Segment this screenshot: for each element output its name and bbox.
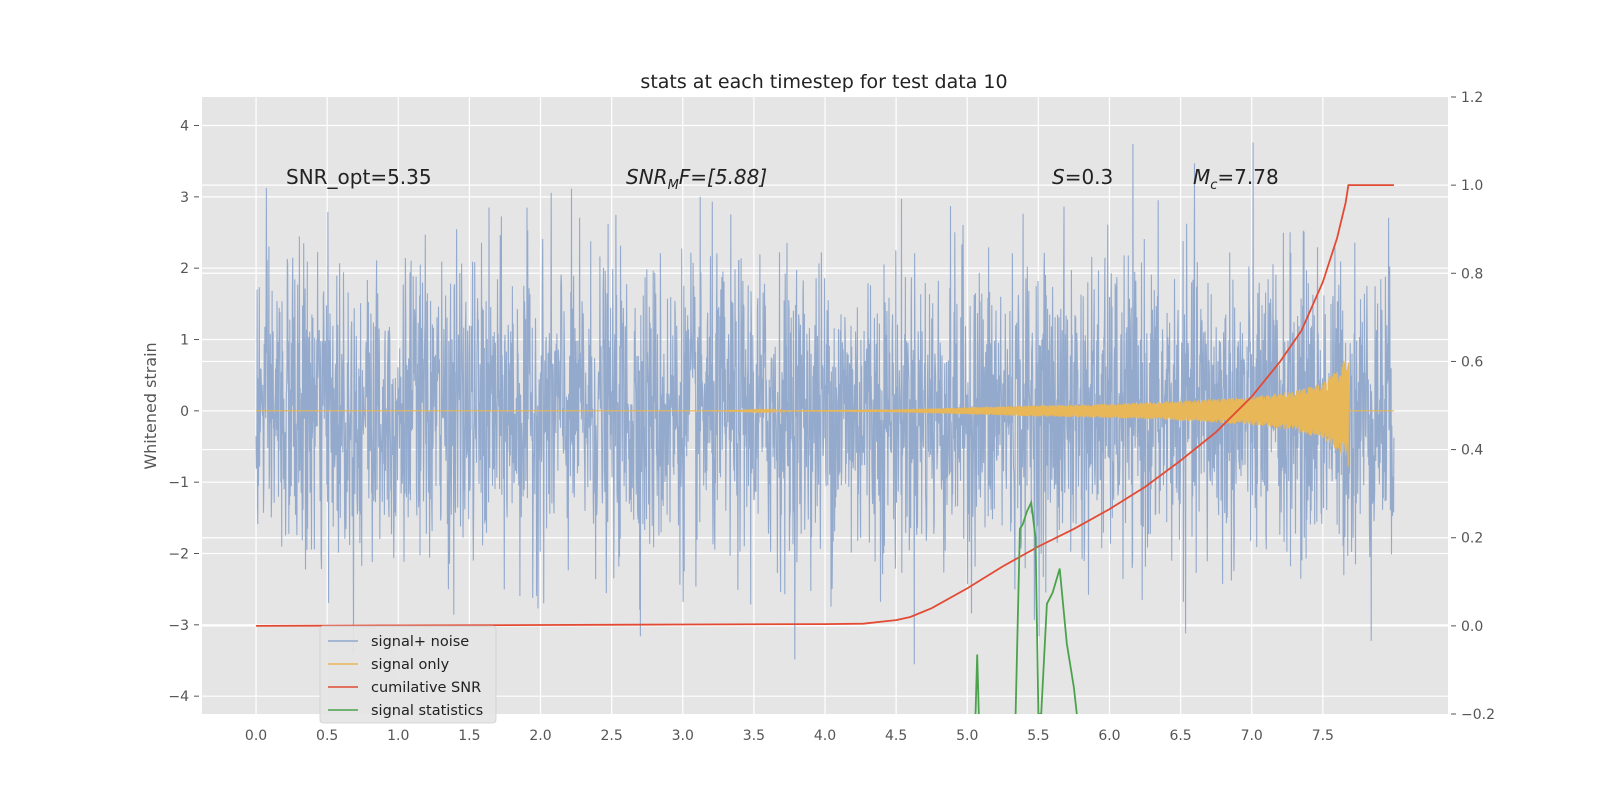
- y-right-tick-label: 1.0: [1461, 178, 1483, 194]
- series-signal-only-line: [256, 360, 1394, 467]
- series-cumulative-snr-line: [256, 184, 1394, 627]
- x-tick-label: 1.0: [387, 728, 409, 744]
- x-tick-label: 3.0: [672, 728, 694, 744]
- series-layer: [255, 142, 1395, 714]
- x-tick-label: 1.5: [458, 728, 480, 744]
- left-axis-ticks: −4 −3 −2 −1 0 1 2 3 4: [168, 119, 199, 705]
- y-right-tick-label: 0.0: [1461, 619, 1483, 635]
- x-tick-label: 0.5: [316, 728, 338, 744]
- y-left-tick-label: −2: [168, 547, 189, 563]
- x-tick-label: 3.5: [743, 728, 765, 744]
- right-axis-ticks: −0.2 0.0 0.2 0.4 0.6 0.8 1.0 1.2: [1451, 90, 1495, 723]
- legend-label-cumulative-snr: cumilative SNR: [371, 680, 481, 696]
- y-left-tick-label: 2: [180, 261, 189, 277]
- annotation-s: S=0.3: [1052, 165, 1113, 189]
- legend-label-signal-noise: signal+ noise: [371, 634, 469, 650]
- chart-title: stats at each timestep for test data 10: [640, 71, 1007, 93]
- y-left-tick-label: 4: [180, 119, 189, 135]
- y-left-tick-label: 1: [180, 333, 189, 349]
- x-tick-label: 5.5: [1027, 728, 1049, 744]
- y-right-tick-label: 1.2: [1461, 90, 1483, 106]
- x-tick-label: 5.0: [956, 728, 978, 744]
- annotation-mc: Mc=7.78: [1193, 165, 1279, 193]
- x-tick-label: 7.5: [1312, 728, 1334, 744]
- x-tick-label: 6.0: [1098, 728, 1120, 744]
- y-right-tick-label: 0.2: [1461, 531, 1483, 547]
- legend: signal+ noise signal only cumilative SNR…: [319, 625, 497, 724]
- legend-label-signal-statistics: signal statistics: [371, 703, 483, 719]
- x-tick-label: 0.0: [245, 728, 267, 744]
- x-tick-label: 4.5: [885, 728, 907, 744]
- annotation-snr-mf: SNRMF=[5.88]: [626, 165, 767, 193]
- y-left-tick-label: −3: [168, 618, 189, 634]
- y-right-tick-label: 0.8: [1461, 266, 1483, 282]
- y-right-tick-label: 0.4: [1461, 443, 1483, 459]
- y-left-tick-label: 0: [180, 404, 189, 420]
- x-tick-label: 2.0: [529, 728, 551, 744]
- legend-label-signal-only: signal only: [371, 657, 450, 673]
- y-axis-label-left: Whitened strain: [141, 342, 160, 469]
- y-right-tick-label: −0.2: [1461, 707, 1495, 723]
- y-left-tick-label: 3: [180, 190, 189, 206]
- x-tick-label: 6.5: [1169, 728, 1191, 744]
- y-right-tick-label: 0.6: [1461, 354, 1483, 370]
- legend-box: [319, 625, 497, 724]
- y-left-tick-label: −1: [168, 475, 189, 491]
- y-left-tick-label: −4: [168, 689, 189, 705]
- x-tick-label: 7.0: [1241, 728, 1263, 744]
- x-axis-ticks: 0.0 0.5 1.0 1.5 2.0 2.5 3.0 3.5 4.0 4.5 5.0 5.5 6.0 6…: [245, 728, 1334, 744]
- x-tick-label: 4.0: [814, 728, 836, 744]
- annotation-snr-opt: SNR_opt=5.35: [286, 165, 432, 189]
- series-signal-statistics-line: [974, 499, 1078, 714]
- x-tick-label: 2.5: [601, 728, 623, 744]
